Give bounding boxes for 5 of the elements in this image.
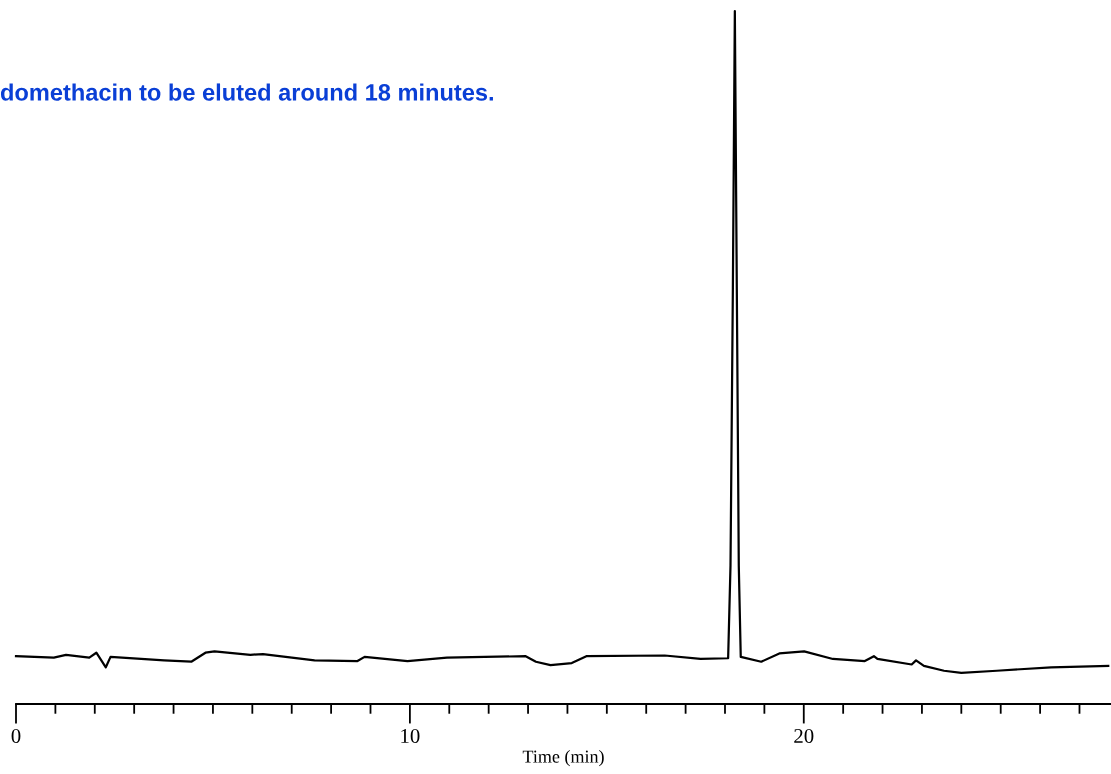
- x-tick-label: 0: [11, 728, 21, 743]
- x-axis-title: Time (min): [522, 749, 604, 767]
- annotation: domethacin to be eluted around 18 minutes.: [0, 83, 493, 101]
- x-tick-label: 10: [401, 728, 420, 743]
- x-tick-label: 20: [794, 728, 814, 743]
